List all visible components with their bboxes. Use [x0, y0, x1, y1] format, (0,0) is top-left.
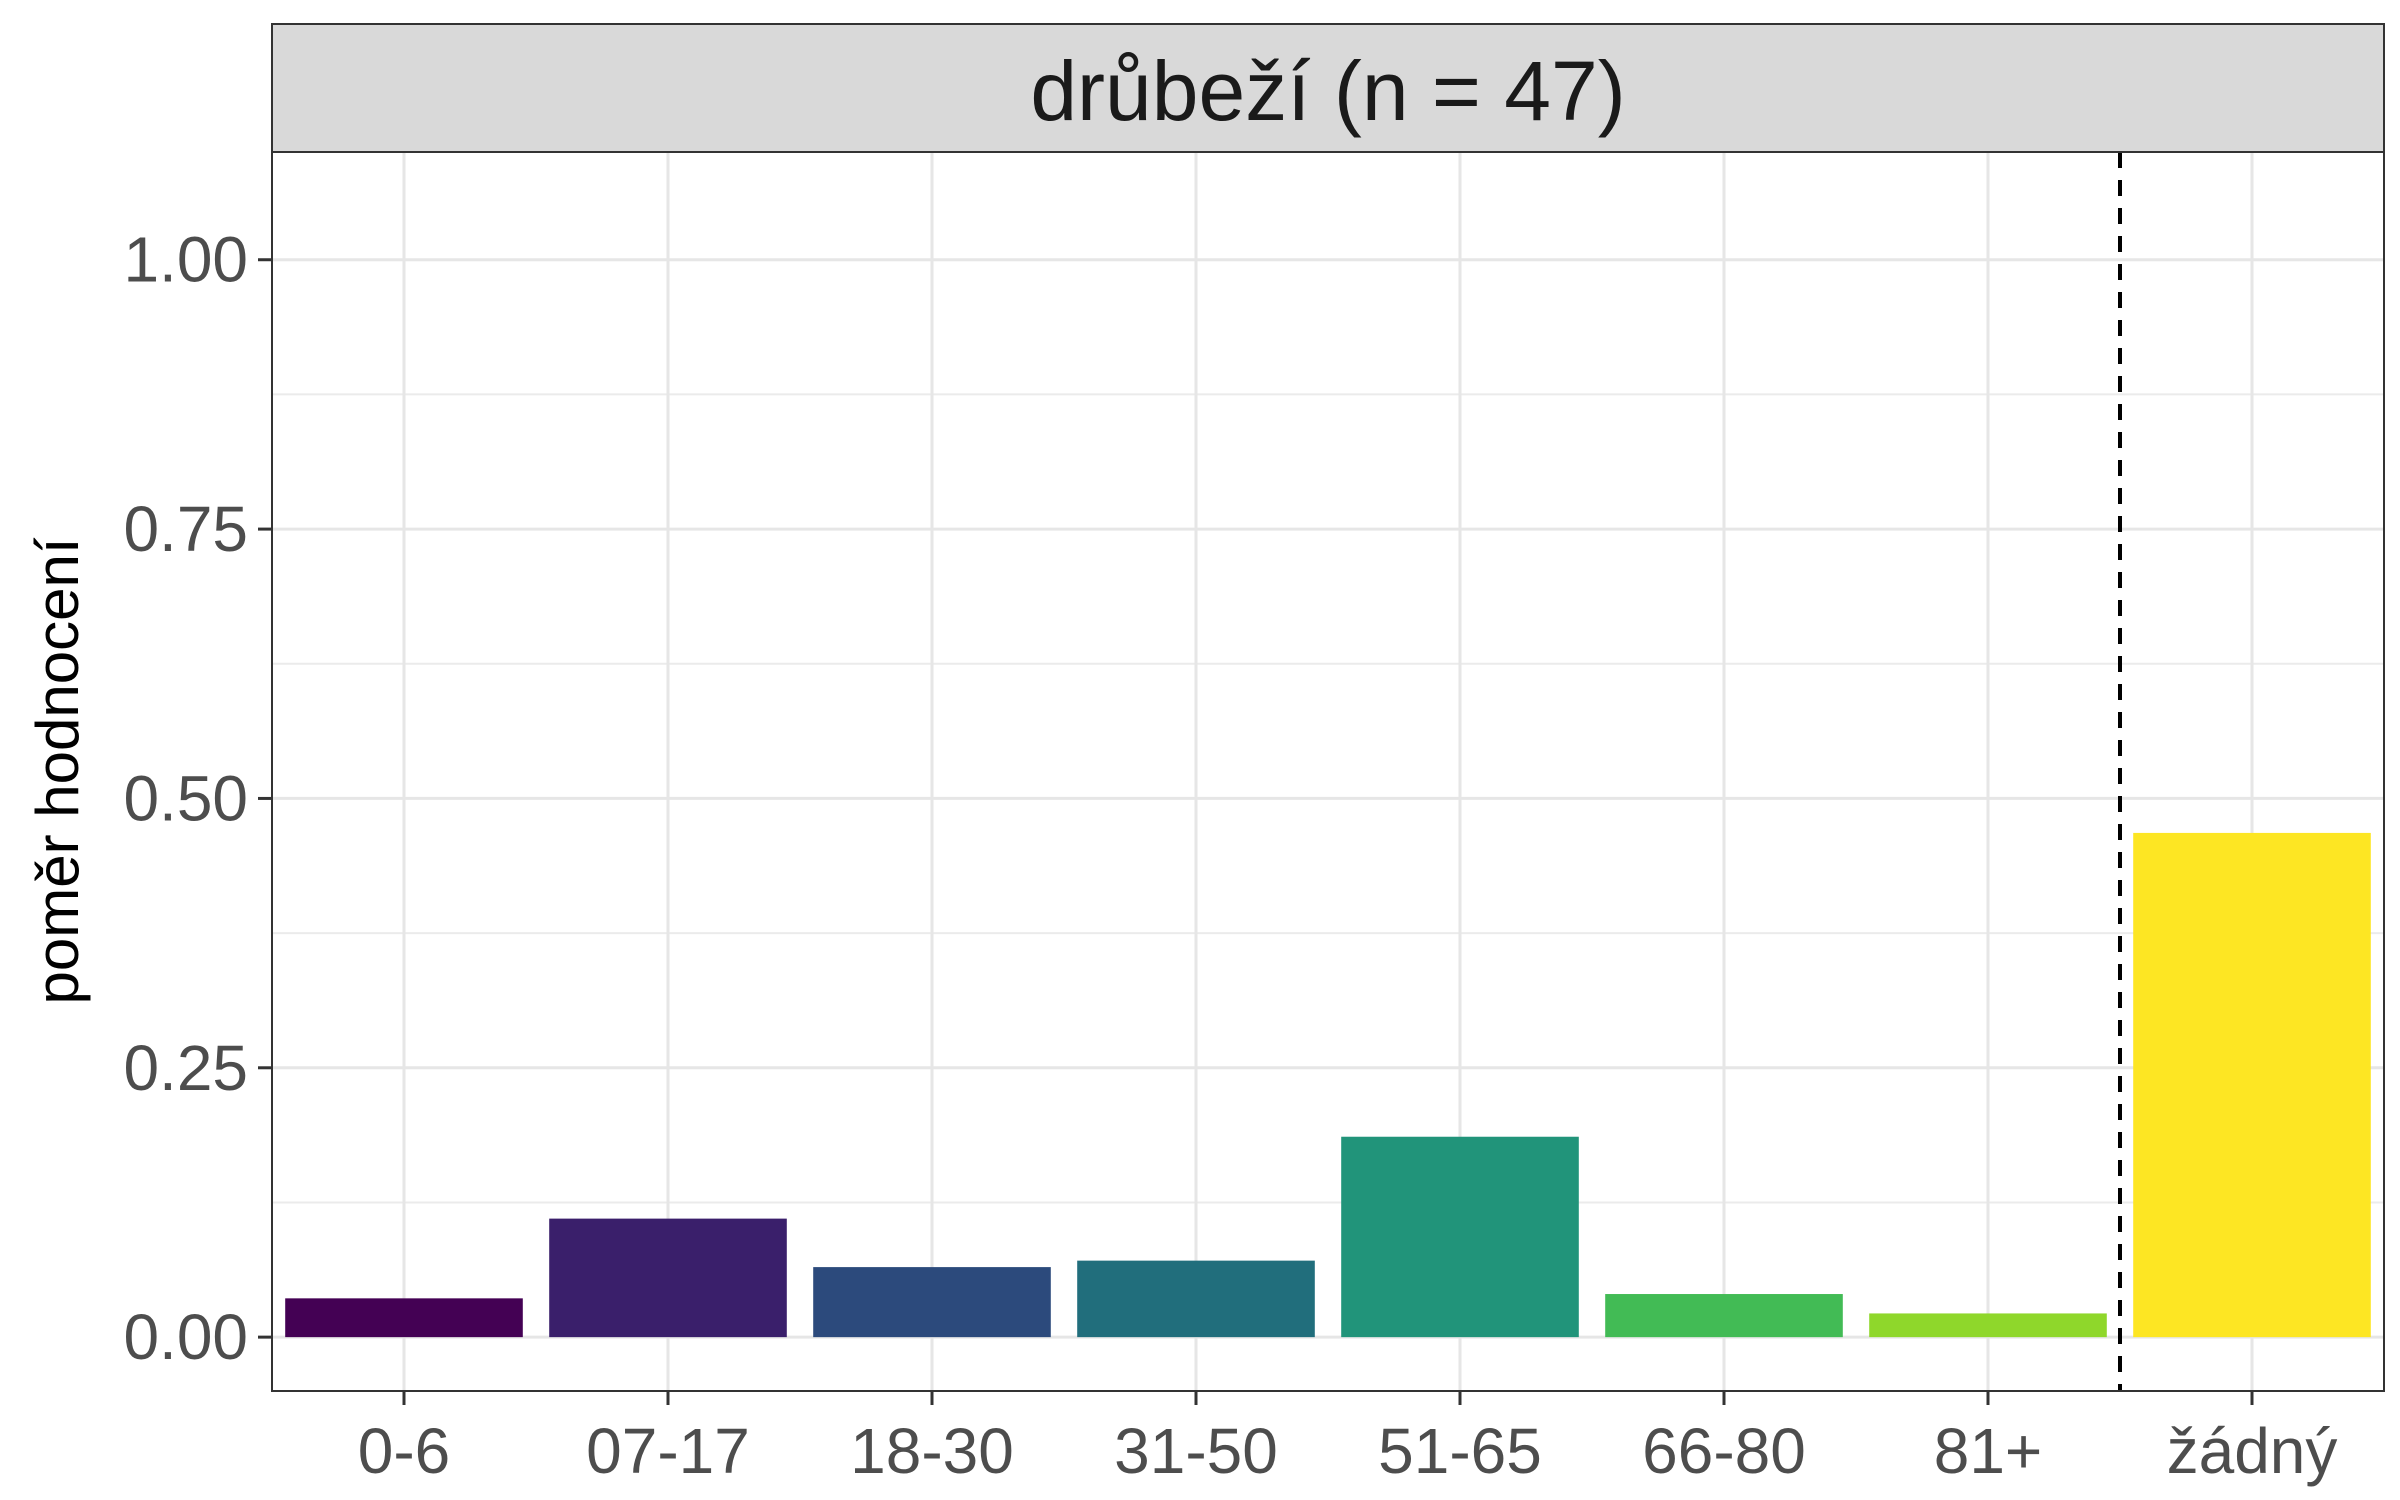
x-axis-ticks: 0-6 07-17 18-30 31-50 51-65 66-80 81+ žádný — [358, 1391, 2338, 1487]
y-tick-label: 0.50 — [123, 762, 248, 834]
facet-title: drůbeží (n = 47) — [1030, 44, 1625, 138]
bar-0-6 — [285, 1298, 523, 1338]
bars — [285, 832, 2371, 1338]
bar-18-30 — [813, 1267, 1051, 1338]
y-tick-label: 0.00 — [123, 1301, 248, 1373]
y-axis-ticks: 0.00 0.25 0.50 0.75 1.00 — [123, 224, 272, 1373]
bar-07-17 — [549, 1218, 787, 1338]
bar-žádný — [2133, 832, 2371, 1338]
facet-strip — [271, 23, 2385, 153]
y-tick-label: 0.25 — [123, 1032, 248, 1104]
x-tick-label: 31-50 — [1114, 1415, 1278, 1487]
x-tick-label: 18-30 — [850, 1415, 1014, 1487]
bar-51-65 — [1341, 1136, 1579, 1338]
grid-lines — [272, 152, 2384, 1391]
x-tick-label: 66-80 — [1642, 1415, 1806, 1487]
x-tick-label: 0-6 — [358, 1415, 451, 1487]
x-tick-label: 81+ — [1934, 1415, 2043, 1487]
y-tick-label: 0.75 — [123, 493, 248, 565]
y-axis-title: poměr hodnocení — [24, 537, 91, 1004]
x-tick-label: 07-17 — [586, 1415, 750, 1487]
y-tick-label: 1.00 — [123, 224, 248, 296]
x-tick-label: 51-65 — [1378, 1415, 1542, 1487]
bar-66-80 — [1605, 1294, 1843, 1338]
bar-81+ — [1869, 1313, 2107, 1338]
x-tick-label: žádný — [2167, 1415, 2338, 1487]
bar-31-50 — [1077, 1260, 1315, 1338]
